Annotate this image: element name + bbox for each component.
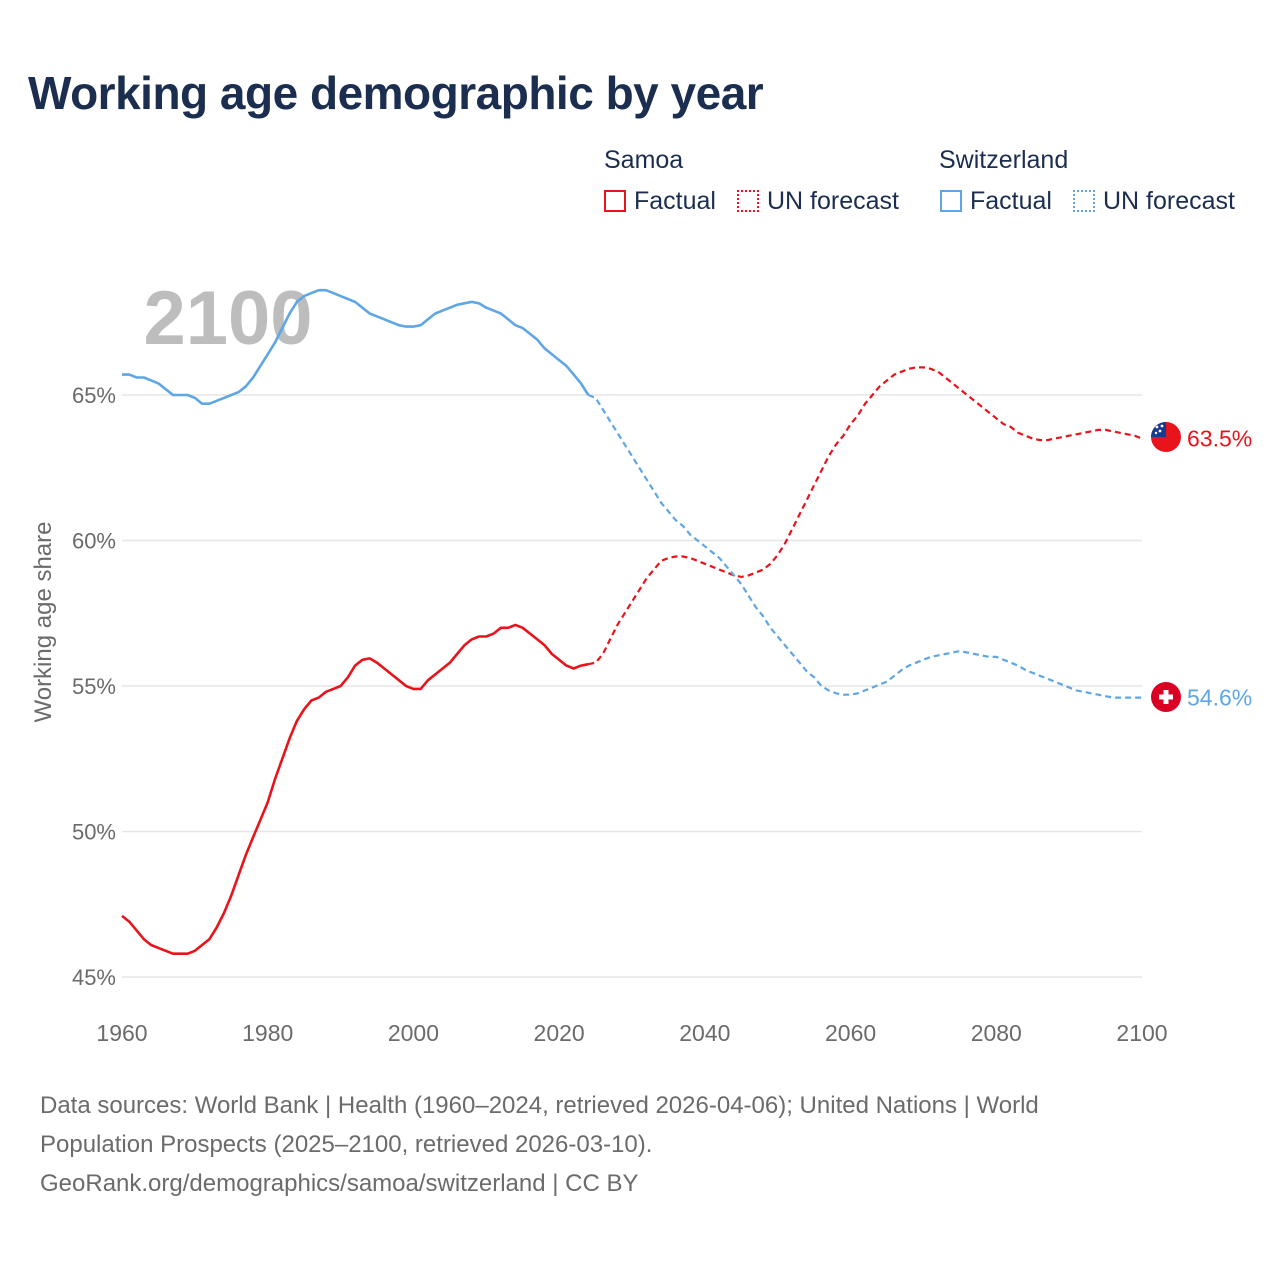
solid-swatch-icon — [940, 190, 962, 212]
footer-credit: GeoRank.org/demographics/samoa/switzerla… — [40, 1170, 639, 1197]
footer: Data sources: World Bank | Health (1960–… — [40, 1086, 1220, 1203]
switzerland-factual-line — [122, 288, 590, 405]
y-axis-label: Working age share — [30, 522, 57, 723]
x-tick-label: 2040 — [679, 1020, 730, 1046]
legend-group-samoa: Samoa — [604, 146, 684, 174]
x-tick-label: 2080 — [971, 1020, 1022, 1046]
solid-swatch-icon — [604, 190, 626, 212]
line-chart: 2100 45% 50% 55% 60% 65% 1960 1980 2000 2020 204… — [30, 276, 1252, 1046]
samoa-forecast-line — [588, 366, 1143, 666]
legend-group-switzerland: Switzerland — [939, 146, 1069, 174]
year-watermark: 2100 — [143, 276, 312, 361]
footer-sources-cont: Population Prospects (2025–2100, retriev… — [40, 1131, 653, 1158]
x-tick-label: 1960 — [96, 1020, 147, 1046]
x-tick-label: 2020 — [534, 1020, 585, 1046]
x-tick-label: 1980 — [242, 1020, 293, 1046]
switzerland-end-label: 54.6% — [1187, 685, 1252, 711]
x-tick-label: 2100 — [1116, 1020, 1167, 1046]
legend-label: Factual — [970, 186, 1052, 215]
switzerland-forecast-line — [587, 393, 1142, 699]
legend-label: UN forecast — [767, 186, 899, 215]
legend-label: Factual — [634, 186, 716, 215]
y-tick-label: 65% — [72, 383, 116, 408]
series-lines — [121, 288, 1143, 955]
footer-sources: Data sources: World Bank | Health (1960–… — [40, 1092, 1039, 1119]
y-tick-label: 60% — [72, 529, 116, 554]
y-tick-label: 55% — [72, 674, 116, 699]
y-tick-label: 45% — [72, 965, 116, 990]
samoa-flag-icon — [1151, 422, 1181, 452]
x-tick-label: 2060 — [825, 1020, 876, 1046]
x-tick-label: 2000 — [388, 1020, 439, 1046]
legend-item-samoa-forecast[interactable]: UN forecast — [737, 186, 899, 216]
legend-label: UN forecast — [1103, 186, 1235, 215]
x-axis-ticks: 1960 1980 2000 2020 2040 2060 2080 2100 — [96, 1020, 1167, 1046]
samoa-end-label: 63.5% — [1187, 426, 1252, 452]
legend-item-switzerland-forecast[interactable]: UN forecast — [1073, 186, 1235, 216]
grid-lines — [122, 394, 1142, 978]
chart-title: Working age demographic by year — [28, 67, 764, 119]
legend-item-samoa-factual[interactable]: Factual — [604, 186, 716, 216]
switzerland-flag-icon — [1151, 682, 1181, 712]
dotted-swatch-icon — [737, 190, 759, 212]
y-tick-label: 50% — [72, 820, 116, 845]
dotted-swatch-icon — [1073, 190, 1095, 212]
y-axis-ticks: 45% 50% 55% 60% 65% — [72, 383, 116, 990]
legend-item-switzerland-factual[interactable]: Factual — [940, 186, 1052, 216]
end-labels: 63.5% 54.6% — [1187, 426, 1252, 711]
samoa-factual-line — [121, 623, 589, 955]
